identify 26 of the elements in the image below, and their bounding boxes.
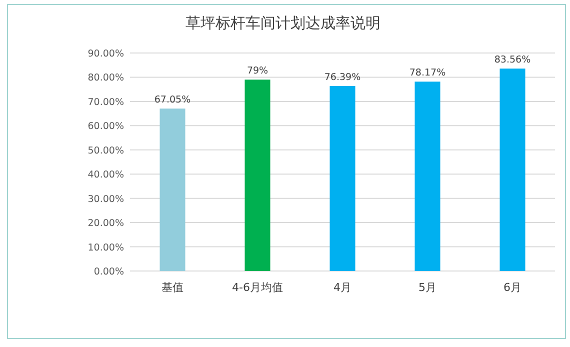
bar [244,80,270,271]
bar [500,68,526,271]
x-tick-label: 5月 [418,281,436,294]
bar [330,86,356,271]
y-tick-label: 20.00% [88,218,124,230]
x-tick-label: 4-6月均值 [232,281,283,294]
y-tick-label: 60.00% [88,121,124,132]
y-tick-label: 80.00% [88,72,124,84]
y-tick-label: 10.00% [88,242,124,254]
chart-title: 草坪标杆车间计划达成率说明 [186,14,380,32]
y-tick-label: 0.00% [94,266,124,278]
y-tick-label: 40.00% [88,170,124,181]
y-tick-label: 90.00% [88,48,124,60]
bar [414,82,440,271]
x-tick-label: 6月 [504,281,522,294]
y-tick-label: 70.00% [88,96,124,108]
data-label: 79% [246,66,268,77]
y-tick-label: 30.00% [88,194,124,205]
data-label: 76.39% [324,72,361,83]
x-tick-label: 4月 [334,281,352,294]
data-label: 67.05% [154,94,191,106]
data-label: 78.17% [409,68,446,79]
x-tick-label: 基值 [162,281,184,294]
y-tick-label: 50.00% [88,145,124,156]
data-label: 83.56% [494,54,531,66]
bar [160,108,186,271]
